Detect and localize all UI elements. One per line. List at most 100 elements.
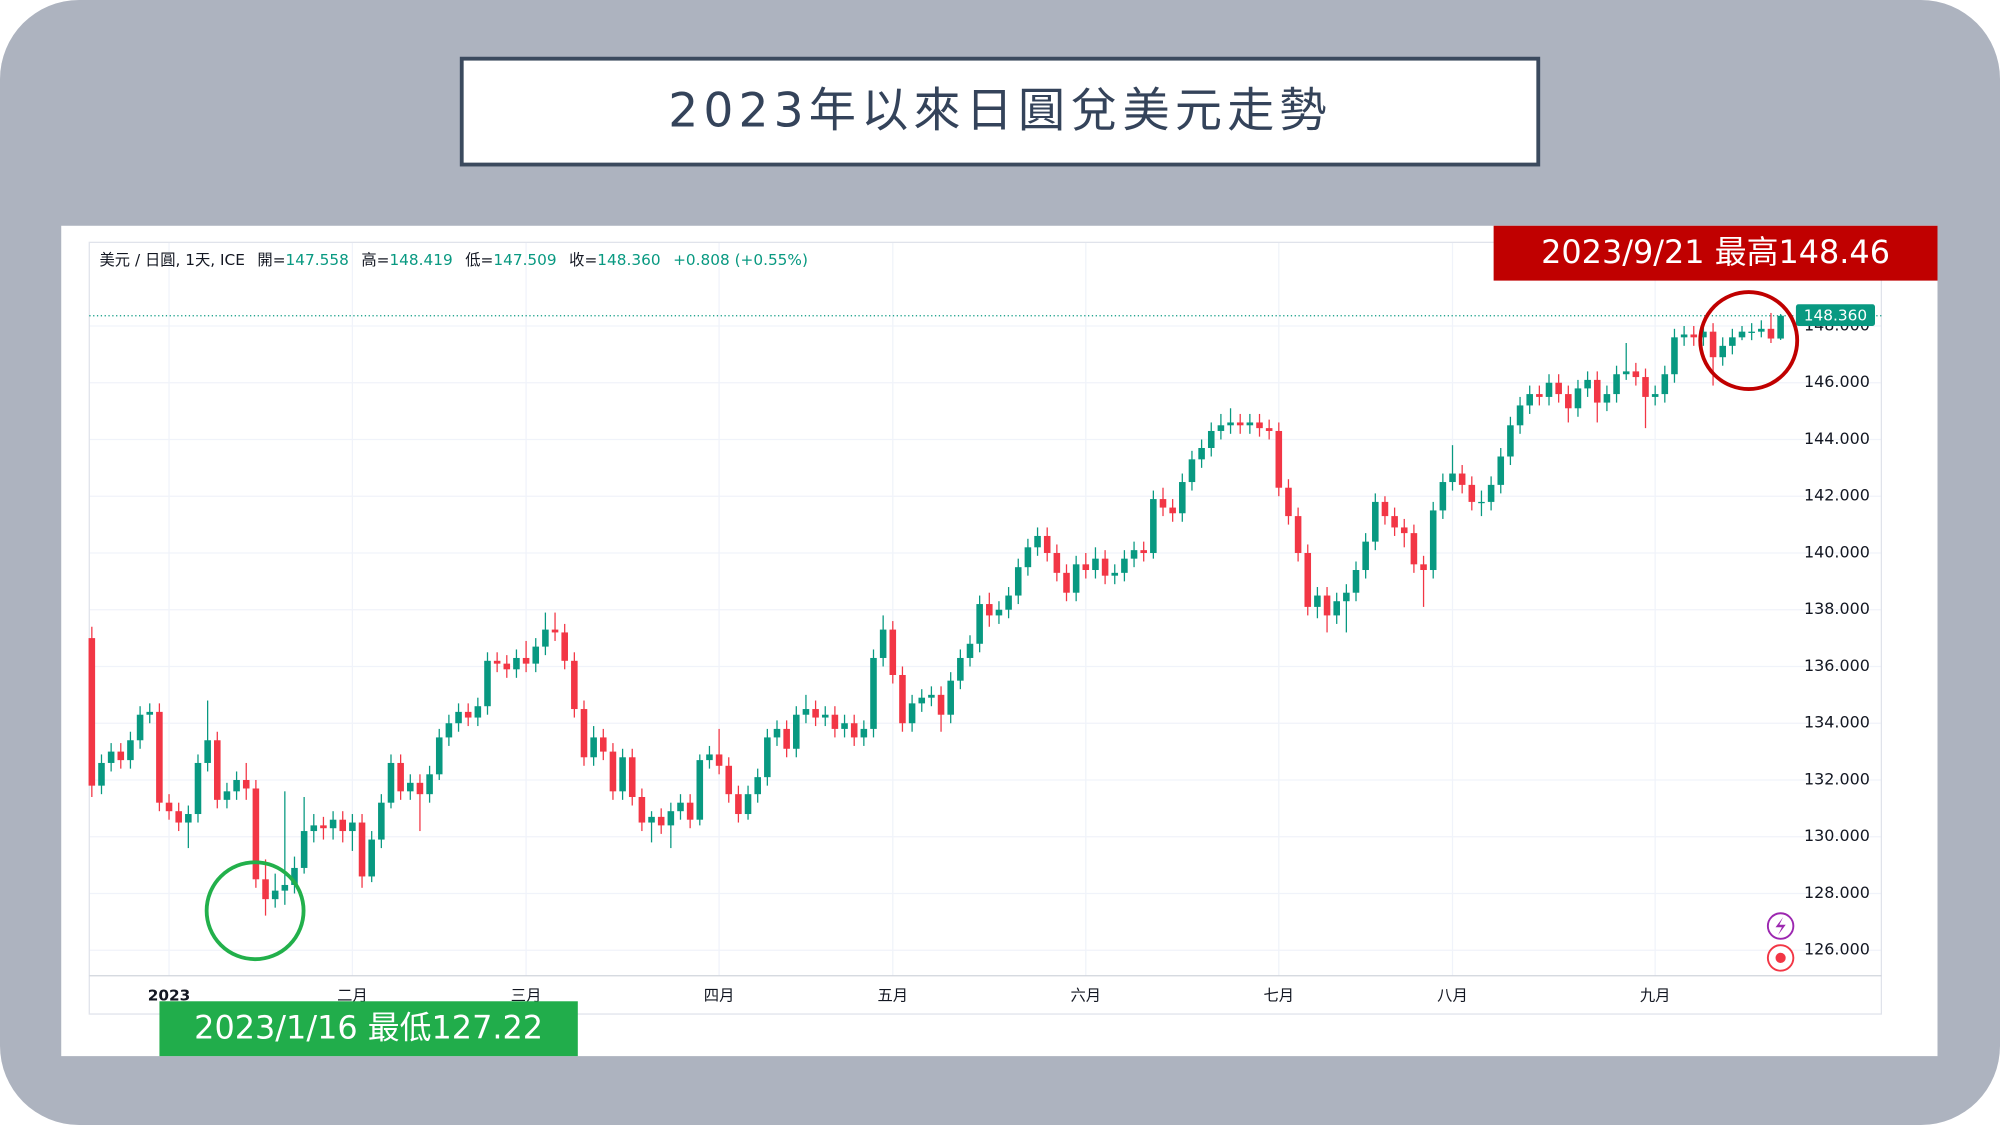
candle-body (600, 737, 607, 752)
candle-body (1758, 328, 1765, 332)
candle-body (194, 762, 202, 815)
candle-body (1372, 501, 1379, 542)
high-annotation: 2023/9/21 最高148.46 (1541, 233, 1890, 271)
candle-body (1690, 334, 1698, 338)
candle-body (638, 797, 646, 823)
candle-body (580, 709, 588, 758)
candle-body (397, 762, 404, 792)
candle-body (320, 825, 327, 829)
candle-body (1121, 558, 1128, 573)
candle-body (310, 825, 318, 832)
candle-body (1738, 331, 1746, 338)
candle-body (1246, 422, 1254, 426)
candle-body (136, 714, 144, 741)
candle-body (551, 629, 559, 633)
chart-header: 美元 / 日圓, 1天, ICE 開=147.558 高=148.419 低=1… (99, 251, 807, 269)
high-annotation-box (1493, 225, 1938, 281)
candle-body (88, 638, 96, 786)
candle-body (1574, 388, 1582, 409)
candle-body (619, 757, 626, 792)
candle-body (1516, 405, 1524, 426)
candle-body (1024, 547, 1032, 568)
candle-body (1063, 572, 1070, 593)
candle-body (214, 740, 221, 800)
alert-icon-glyph (1775, 917, 1786, 935)
candle-body (1343, 592, 1350, 602)
record-icon-dot (1775, 952, 1786, 964)
candle-body (793, 714, 800, 749)
candle-body (870, 657, 877, 729)
candle-body (300, 831, 308, 868)
y-tick-label: 130.000 (1804, 826, 1870, 845)
y-tick-label: 128.000 (1804, 883, 1870, 902)
candle-body (715, 754, 723, 766)
candle-body (850, 723, 858, 738)
candle-body (1622, 371, 1630, 375)
y-tick-label: 142.000 (1804, 486, 1870, 505)
chart-title: 2023年以來日圓兌美元走勢 (668, 84, 1331, 139)
candle-body (522, 657, 530, 664)
candle-body (1593, 379, 1601, 403)
last-price-badge (1795, 304, 1875, 326)
candle-body (1014, 567, 1022, 596)
candle-body (831, 714, 839, 729)
x-tick-label: 六月 (1070, 987, 1101, 1005)
candle-body (1777, 315, 1784, 339)
x-tick-label: 四月 (704, 987, 735, 1005)
candle-body (1381, 501, 1389, 517)
candle-body (995, 609, 1003, 616)
candle-body (1101, 558, 1109, 576)
candle-body (1468, 484, 1476, 502)
candle-body (571, 660, 578, 710)
candle-body (1603, 394, 1611, 403)
chart-panel (61, 225, 1938, 1057)
candle-body (416, 782, 424, 795)
candle-body (1314, 595, 1321, 607)
candle-body (1294, 516, 1302, 553)
close-value: 148.360 (597, 251, 660, 269)
open-value: 147.558 (286, 251, 349, 269)
candle-body (1169, 507, 1176, 514)
candle-body (1632, 371, 1640, 378)
candle-body (735, 794, 742, 815)
candle-body (1420, 564, 1427, 571)
candle-body (223, 791, 231, 800)
candle-body (1767, 328, 1775, 339)
y-tick-label: 138.000 (1804, 599, 1870, 618)
candle-body (1159, 499, 1167, 508)
candle-body (387, 762, 395, 803)
candle-body (1198, 447, 1205, 460)
candle-body (329, 819, 337, 829)
candle-body (657, 816, 665, 826)
candle-body (426, 774, 433, 795)
candle-body (812, 709, 819, 718)
x-tick-label: 八月 (1437, 987, 1468, 1005)
x-tick-label: 七月 (1264, 987, 1295, 1005)
candle-body (590, 737, 597, 758)
candle-body (1497, 456, 1505, 485)
candle-body (349, 822, 356, 832)
candle-body (764, 737, 771, 778)
candle-body (503, 663, 511, 670)
grid (89, 242, 1882, 976)
candle-body (1265, 428, 1273, 431)
candle-body (1092, 558, 1099, 571)
candle-body (445, 723, 453, 738)
candle-body (156, 711, 163, 803)
candle-body (493, 660, 501, 664)
candle-body (1555, 382, 1562, 395)
candle-body (1140, 550, 1147, 553)
candle-body (1458, 473, 1466, 485)
y-tick-label: 134.000 (1804, 713, 1870, 732)
candle-body (1642, 377, 1649, 397)
candle-body (957, 657, 964, 681)
low-label: 低= (465, 251, 493, 269)
candle-body (1613, 374, 1620, 395)
candle-body (368, 839, 375, 877)
candle-body (725, 765, 733, 795)
candle-body (1565, 394, 1572, 409)
candle-body (1680, 334, 1688, 338)
candle-body (1400, 527, 1408, 534)
low-annotation: 2023/1/16 最低127.22 (194, 1008, 543, 1046)
